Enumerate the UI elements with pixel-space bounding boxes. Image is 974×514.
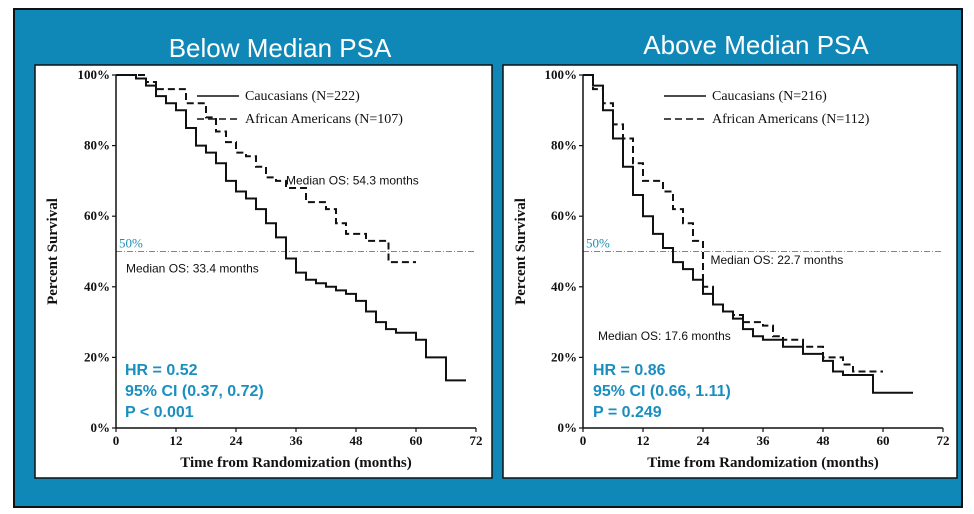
x-axis-label: Time from Randomization (months) <box>180 455 412 471</box>
series-african-americans-curve <box>583 74 883 373</box>
panel-title: Below Median PSA <box>169 33 392 63</box>
x-tick-label: 12 <box>637 433 650 448</box>
y-tick-label: 20% <box>551 349 577 364</box>
y-tick-label: 40% <box>551 279 577 294</box>
stat-text: HR = 0.52 <box>125 362 198 379</box>
x-tick-label: 0 <box>580 433 587 448</box>
series-caucasians-curve <box>583 74 913 394</box>
plot-card <box>502 64 958 479</box>
y-tick-label: 60% <box>551 208 577 223</box>
x-tick-label: 72 <box>937 433 950 448</box>
x-tick-label: 36 <box>290 433 304 448</box>
y-axis-label: Percent Survival <box>45 198 61 305</box>
plot-area: 50% 0% 20% 40% 60% 80% 100% 0 12 24 36 48 60 72 Time f… <box>513 67 950 471</box>
legend-entry: Caucasians (N=216) <box>712 89 827 104</box>
x-tick-label: 60 <box>410 433 423 448</box>
x-tick-label: 0 <box>113 433 120 448</box>
median-os-annotation: Median OS: 22.7 months <box>711 253 844 267</box>
series-caucasians-curve <box>116 74 466 382</box>
stat-text: HR = 0.86 <box>593 362 666 379</box>
y-tick-label: 80% <box>84 138 110 153</box>
reference-line-label: 50% <box>119 236 143 251</box>
legend-entry: African Americans (N=107) <box>245 112 403 127</box>
y-axis-label: Percent Survival <box>513 198 529 305</box>
plot-area: 50% 0% 20% 40% 60% 80% 100% 0 12 24 36 48 60 72 Time f… <box>45 67 483 471</box>
series-african-americans-curve <box>116 74 416 264</box>
y-tick-label: 40% <box>84 279 110 294</box>
x-tick-label: 72 <box>470 433 483 448</box>
x-axis-label: Time from Randomization (months) <box>647 455 879 471</box>
legend-entry: African Americans (N=112) <box>712 112 870 127</box>
y-tick-label: 0% <box>91 420 111 435</box>
y-tick-label: 100% <box>78 67 111 82</box>
stat-text: P < 0.001 <box>125 404 194 421</box>
x-tick-label: 48 <box>817 433 831 448</box>
panel-above-median: Above Median PSA 50% 0% 20% 40% 60% 80% 100% 0 1… <box>502 30 958 479</box>
median-os-annotation: Median OS: 17.6 months <box>598 329 731 343</box>
y-tick-label: 0% <box>558 420 578 435</box>
stat-text: 95% CI (0.66, 1.11) <box>593 383 731 400</box>
stat-text: P = 0.249 <box>593 404 662 421</box>
y-tick-label: 100% <box>545 67 578 82</box>
x-tick-label: 36 <box>757 433 771 448</box>
x-tick-label: 12 <box>170 433 183 448</box>
x-tick-label: 48 <box>350 433 364 448</box>
panel-below-median: Below Median PSA 50% 0% 20% 40% 60% 80% 100% 0 1… <box>34 33 493 479</box>
panel-title: Above Median PSA <box>643 30 869 60</box>
x-tick-label: 24 <box>230 433 244 448</box>
median-os-annotation: Median OS: 54.3 months <box>286 173 419 187</box>
x-tick-label: 24 <box>697 433 711 448</box>
x-tick-label: 60 <box>877 433 890 448</box>
y-tick-label: 60% <box>84 208 110 223</box>
y-tick-label: 20% <box>84 349 110 364</box>
y-tick-label: 80% <box>551 138 577 153</box>
legend-entry: Caucasians (N=222) <box>245 89 360 104</box>
stat-text: 95% CI (0.37, 0.72) <box>125 383 264 400</box>
median-os-annotation: Median OS: 33.4 months <box>126 262 259 276</box>
reference-line-label: 50% <box>586 236 610 251</box>
plot-card <box>34 64 493 479</box>
